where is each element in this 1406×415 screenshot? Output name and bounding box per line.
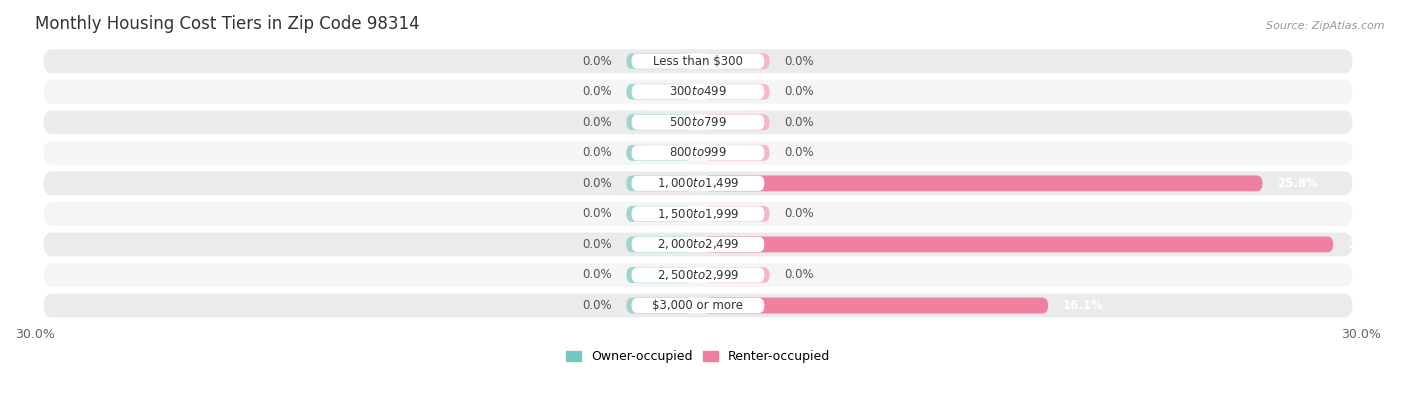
FancyBboxPatch shape [704,53,769,69]
FancyBboxPatch shape [626,115,692,130]
Text: 0.0%: 0.0% [785,116,814,129]
Text: Less than $300: Less than $300 [652,55,742,68]
Text: 0.0%: 0.0% [582,177,612,190]
Text: 0.0%: 0.0% [582,55,612,68]
FancyBboxPatch shape [626,176,692,191]
FancyBboxPatch shape [44,263,1353,287]
FancyBboxPatch shape [704,206,769,222]
Text: 0.0%: 0.0% [582,238,612,251]
FancyBboxPatch shape [626,206,692,222]
Text: $800 to $999: $800 to $999 [669,146,727,159]
FancyBboxPatch shape [44,232,1353,256]
FancyBboxPatch shape [626,84,692,100]
Text: 0.0%: 0.0% [582,208,612,220]
Text: $2,500 to $2,999: $2,500 to $2,999 [657,268,740,282]
FancyBboxPatch shape [44,202,1353,226]
FancyBboxPatch shape [704,176,1263,191]
Text: 0.0%: 0.0% [785,55,814,68]
FancyBboxPatch shape [626,237,692,252]
Text: $500 to $799: $500 to $799 [669,116,727,129]
Text: 16.1%: 16.1% [1063,299,1104,312]
FancyBboxPatch shape [704,237,1333,252]
FancyBboxPatch shape [44,110,1353,134]
Text: $1,500 to $1,999: $1,500 to $1,999 [657,207,740,221]
FancyBboxPatch shape [44,141,1353,165]
Text: 0.0%: 0.0% [582,146,612,159]
FancyBboxPatch shape [704,115,769,130]
Text: 0.0%: 0.0% [785,85,814,98]
Text: 25.8%: 25.8% [1277,177,1317,190]
Text: 0.0%: 0.0% [582,116,612,129]
Text: 0.0%: 0.0% [582,269,612,281]
FancyBboxPatch shape [631,176,765,191]
FancyBboxPatch shape [44,80,1353,104]
FancyBboxPatch shape [631,115,765,130]
FancyBboxPatch shape [631,237,765,252]
FancyBboxPatch shape [631,206,765,222]
FancyBboxPatch shape [626,145,692,161]
FancyBboxPatch shape [704,84,769,100]
FancyBboxPatch shape [626,298,692,313]
FancyBboxPatch shape [704,298,1047,313]
Text: $2,000 to $2,499: $2,000 to $2,499 [657,237,740,251]
Text: 0.0%: 0.0% [785,269,814,281]
FancyBboxPatch shape [626,53,692,69]
FancyBboxPatch shape [44,171,1353,195]
FancyBboxPatch shape [44,293,1353,317]
Text: 0.0%: 0.0% [582,299,612,312]
FancyBboxPatch shape [631,54,765,69]
Text: Source: ZipAtlas.com: Source: ZipAtlas.com [1267,21,1385,31]
Text: 0.0%: 0.0% [785,208,814,220]
FancyBboxPatch shape [704,145,769,161]
Legend: Owner-occupied, Renter-occupied: Owner-occupied, Renter-occupied [561,345,835,368]
Text: $3,000 or more: $3,000 or more [652,299,744,312]
Text: Monthly Housing Cost Tiers in Zip Code 98314: Monthly Housing Cost Tiers in Zip Code 9… [35,15,419,33]
Text: $300 to $499: $300 to $499 [669,85,727,98]
Text: $1,000 to $1,499: $1,000 to $1,499 [657,176,740,190]
FancyBboxPatch shape [631,84,765,99]
Text: 29.0%: 29.0% [1348,238,1389,251]
FancyBboxPatch shape [631,145,765,160]
FancyBboxPatch shape [704,267,769,283]
Text: 0.0%: 0.0% [582,85,612,98]
FancyBboxPatch shape [44,49,1353,73]
FancyBboxPatch shape [626,267,692,283]
FancyBboxPatch shape [631,267,765,283]
Text: 0.0%: 0.0% [785,146,814,159]
FancyBboxPatch shape [631,298,765,313]
